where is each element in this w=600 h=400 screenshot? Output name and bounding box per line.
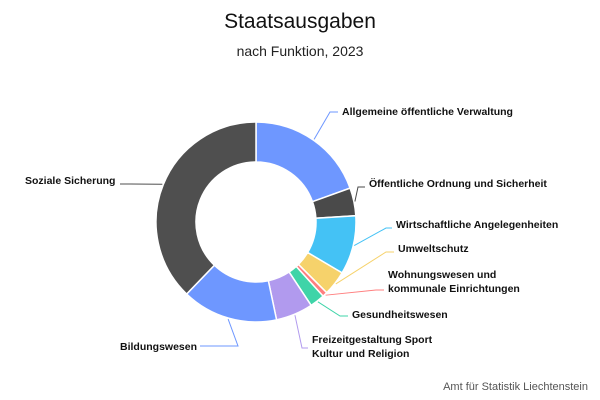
slice-8: [155, 121, 257, 296]
donut-slices: [155, 121, 357, 323]
slice-0: [255, 121, 352, 203]
slice-label-4: Wohnungswesen und kommunale Einrichtungen: [388, 269, 520, 295]
leader-line-3: [335, 251, 394, 285]
slice-label-7: Bildungswesen: [120, 341, 197, 353]
leader-line-5: [317, 301, 348, 317]
leader-line-1: [354, 186, 365, 202]
chart-subtitle: nach Funktion, 2023: [236, 43, 364, 59]
leader-line-0: [313, 111, 338, 140]
slice-label-3: Umweltschutz: [398, 243, 469, 255]
leader-line-4: [325, 289, 384, 296]
slice-label-0: Allgemeine öffentliche Verwaltung: [342, 106, 513, 118]
leader-line-6: [294, 315, 308, 349]
leader-line-7: [200, 318, 239, 347]
leader-line-2: [353, 227, 392, 247]
slice-label-6: Freizeitgestaltung Sport Kultur und Relig…: [312, 334, 433, 360]
chart-title: Staatsausgaben: [224, 10, 376, 33]
label-leaders: [120, 111, 394, 349]
slice-label-5: Gesundheitswesen: [352, 309, 448, 321]
slice-label-1: Öffentliche Ordnung und Sicherheit: [369, 177, 547, 190]
slice-label-2: Wirtschaftliche Angelegenheiten: [396, 219, 558, 231]
slice-labels: Allgemeine öffentliche Verwaltung Öffentl…: [25, 106, 558, 360]
source-credit: Amt für Statistik Liechtenstein: [443, 381, 588, 393]
slice-label-8: Soziale Sicherung: [25, 175, 115, 187]
